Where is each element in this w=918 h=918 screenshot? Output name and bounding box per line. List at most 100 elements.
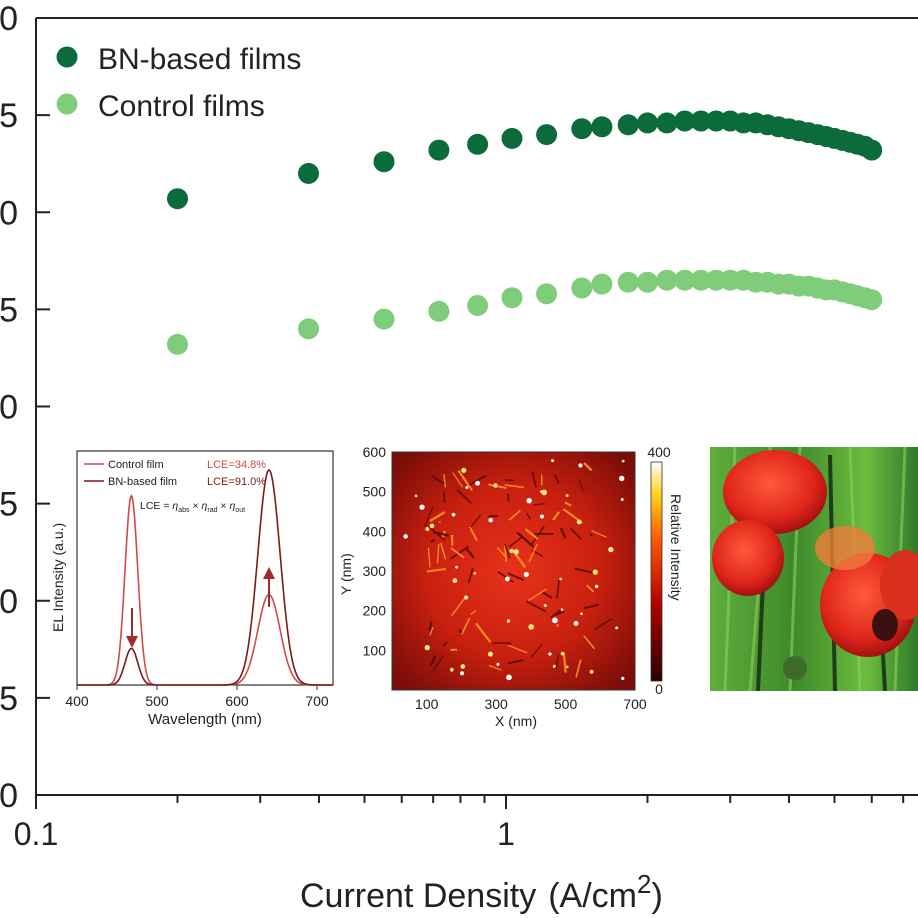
network-segment (429, 627, 434, 636)
heatmap-y-tick-label: 100 (363, 642, 387, 658)
heatmap-y-tick-label: 200 (363, 603, 387, 619)
bn-data-point (674, 110, 696, 132)
heatmap-y-tick-label: 600 (363, 444, 387, 460)
y-tick-label: 0 (0, 583, 18, 621)
hotspot (621, 459, 625, 463)
control-data-point (501, 287, 523, 309)
control-data-point (571, 277, 593, 299)
hotspot (424, 644, 430, 651)
network-segment (528, 588, 548, 602)
hotspot (552, 617, 558, 624)
colorbar-min: 0 (655, 681, 663, 697)
bn-data-point (591, 116, 613, 138)
hotspot (608, 546, 614, 553)
bn-data-point (861, 139, 883, 161)
inset1-x-label: Wavelength (nm) (148, 711, 262, 728)
heatmap-y-label: Y (nm) (338, 553, 354, 595)
hotspot (487, 651, 493, 657)
hotspot (573, 621, 579, 626)
network-segment (583, 603, 599, 610)
heatmap-y-tick-label: 500 (363, 484, 387, 500)
legend-label-control: Control films (98, 90, 265, 123)
hotspot (539, 514, 544, 519)
network-segment (504, 484, 524, 489)
network-segment (442, 641, 448, 647)
network-segment (443, 474, 447, 488)
x-ticks: 0.1 1 (14, 795, 905, 852)
hotspot (425, 526, 430, 531)
lce-formula: LCE = ηabs × ηrad × ηout (140, 500, 245, 514)
colorbar-max: 400 (647, 444, 671, 460)
increase-arrow (263, 567, 275, 607)
inset-heatmap: 100 200 300 400 500 600 100 300 500 700 Y (nm) X… (338, 444, 684, 729)
control-data-point (467, 295, 489, 316)
x-axis-label-close: ) (651, 877, 662, 915)
hotspot (419, 504, 425, 510)
network-segment (555, 654, 559, 670)
x-tick-label: 0.1 (14, 816, 58, 852)
y-tick-label: 5 (0, 680, 18, 718)
scatter-points (167, 110, 883, 355)
x-axis-label-superscript: 2 (637, 869, 651, 899)
hotspot (592, 569, 598, 575)
lce-control: LCE=34.8% (207, 459, 266, 471)
bn-film-spectrum (77, 469, 333, 686)
network-segment (468, 514, 482, 530)
network-segment (552, 511, 561, 521)
decrease-arrow (126, 608, 138, 648)
network-segment (457, 469, 473, 491)
hotspot (509, 548, 514, 554)
hotspot (513, 549, 519, 555)
network-segment (507, 572, 525, 582)
network-segment (430, 538, 436, 543)
control-data-point (690, 269, 712, 291)
network-segment (450, 545, 470, 560)
inset1-legend-control: Control film (108, 459, 164, 471)
colorbar-label: Relative Intensity (668, 494, 684, 601)
network-segment (528, 543, 538, 563)
network-segment (591, 530, 607, 538)
heatmap-y-tick-label: 400 (363, 523, 387, 539)
network-segment (526, 600, 547, 613)
heatmap-y-tick-label: 300 (363, 563, 387, 579)
network-segment (530, 525, 545, 547)
hotspot (543, 603, 547, 607)
network-segment (556, 578, 561, 599)
bn-data-point (656, 112, 678, 134)
hotspot (566, 665, 569, 669)
network-segment (555, 610, 565, 616)
network-segment (431, 475, 445, 485)
poppy-photo (710, 447, 918, 691)
bn-data-point (690, 110, 712, 132)
network-segment (586, 584, 595, 593)
network-segment (424, 506, 434, 527)
legend: BN-based films Control films (56, 43, 301, 123)
hotspot (496, 662, 500, 666)
y-tick-label: 0 (0, 194, 18, 232)
network-segment (452, 472, 464, 488)
hotspot (505, 576, 510, 582)
inset-el-spectrum: 400 500 600 700 Control film LCE=34.8% BN-b… (50, 450, 334, 728)
heatmap-x-tick-label: 700 (623, 696, 647, 712)
network-segment (508, 509, 521, 521)
network-segment (427, 547, 431, 568)
network-segment (503, 545, 508, 562)
network-segment (578, 479, 584, 492)
x-tick-label: 1 (497, 816, 515, 852)
network-segment (533, 503, 546, 506)
hotspot (560, 651, 565, 656)
network-segment (574, 567, 594, 574)
bn-data-point (467, 133, 489, 155)
network-segment (583, 462, 593, 472)
network-segment (450, 547, 465, 559)
bn-data-point (536, 124, 558, 146)
network-segment (458, 628, 463, 634)
hotspot (523, 571, 529, 578)
inset1-x-tick-label: 500 (145, 693, 169, 709)
heatmap-frame (391, 451, 636, 691)
network-segment (467, 567, 474, 584)
network-segment (456, 489, 472, 504)
heatmap-network (403, 459, 625, 681)
